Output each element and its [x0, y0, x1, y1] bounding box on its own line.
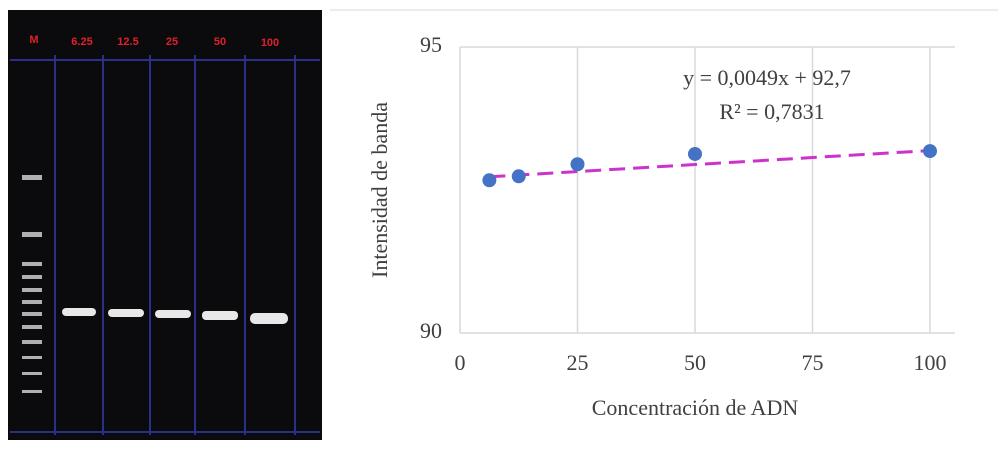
x-axis-title: Concentración de ADN: [592, 395, 799, 420]
lane-label: M: [29, 34, 38, 46]
data-point: [688, 147, 702, 161]
figure: M 6.25 12.5 25 50 100 Concentración de A…: [0, 0, 998, 457]
gel-image: M 6.25 12.5 25 50 100: [8, 10, 322, 440]
data-point: [512, 169, 526, 183]
x-tick-label: 25: [567, 350, 589, 375]
r-squared: R² = 0,7831: [719, 99, 824, 124]
y-tick-label: 90: [420, 318, 442, 343]
data-point: [923, 144, 937, 158]
lane-label: 100: [261, 37, 279, 49]
trendline-equation: y = 0,0049x + 92,7: [683, 65, 851, 90]
x-tick-label: 50: [684, 350, 706, 375]
data-point: [571, 157, 585, 171]
lane-label: 6.25: [71, 36, 92, 48]
lane-label: 12.5: [117, 36, 138, 48]
lane-label: 25: [166, 36, 178, 48]
scatter-chart: Concentración de ADN Intensidad de banda…: [367, 32, 955, 420]
y-tick-label: 95: [420, 32, 442, 57]
trendline: [489, 151, 930, 177]
data-point: [482, 173, 496, 187]
page: M 6.25 12.5 25 50 100 Concentración de A…: [0, 0, 998, 457]
x-tick-label: 0: [455, 350, 466, 375]
x-tick-label: 75: [802, 350, 824, 375]
lane-label: 50: [214, 36, 226, 48]
y-axis-title: Intensidad de banda: [367, 102, 392, 278]
x-tick-label: 100: [914, 350, 947, 375]
